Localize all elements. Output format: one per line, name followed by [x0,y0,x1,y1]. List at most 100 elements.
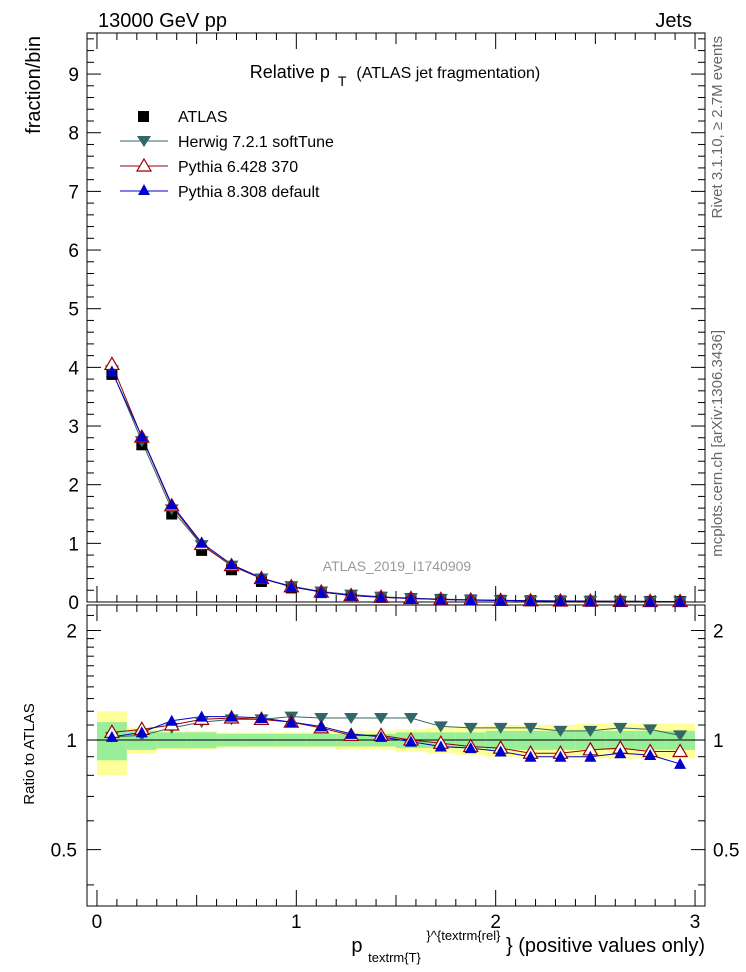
data-point-series-3 [165,498,178,510]
rivet-label: Rivet 3.1.10, ≥ 2.7M events [709,36,726,219]
data-point-series-3 [554,595,567,607]
ratio-y-tick-label: 1 [66,731,77,752]
x-axis-label: p textrm{T} }^{textrm{rel} } (positive v… [351,923,705,967]
ratio-point-series-3 [404,735,417,747]
ratio-point-series-1 [523,722,538,734]
ratio-uncertainty-bands [96,711,696,776]
x-tick-label: 0 [92,912,103,933]
legend-entry-pythia6: Pythia 6.428 370 [120,157,298,176]
ratio-point-series-3 [165,714,178,726]
y-tick-label: 6 [68,241,79,262]
y-tick-label: 9 [68,65,79,86]
data-point-series-3 [315,586,328,598]
ratio-point-series-3 [584,750,597,762]
ratio-point-series-3 [315,720,328,732]
ratio-series-layer [103,709,689,769]
ratio-point-series-3 [554,750,567,762]
data-point-series-3 [225,558,238,570]
ratio-point-series-1 [493,722,508,734]
chart-title-main: Relative p [250,62,330,82]
y-axis-label: fraction/bin [23,36,45,134]
y-tick-label: 3 [68,417,79,438]
analysis-label: ATLAS_2019_I1740909 [323,558,472,574]
ratio-point-series-3 [644,748,657,760]
x-axis-label-main: p [351,935,362,957]
ratio-point-series-1 [433,721,448,733]
x-tick-label: 1 [291,912,302,933]
legend-entry-pythia8: Pythia 8.308 default [120,184,320,201]
ratio-axis-ticks: 0.5 0.5 1 1 2 2 0 1 2 3 [51,605,739,933]
chart-title: Relative p T (ATLAS jet fragmentation) [250,62,540,90]
ratio-point-series-3 [494,745,507,757]
legend-marker-atlas [138,111,149,122]
legend-label-pythia8: Pythia 8.308 default [178,184,320,201]
ratio-point-series-3 [345,727,358,739]
legend-marker-herwig [137,136,151,147]
y-tick-label: 2 [68,476,79,497]
main-axis-ticks: 0 1 2 3 4 5 6 7 8 9 [68,33,705,614]
ratio-point-series-1 [374,712,389,724]
x-tick-label: 2 [490,912,501,933]
y-tick-label: 5 [68,300,79,321]
ratio-point-series-1 [613,722,628,734]
mcplots-label: mcplots.cern.ch [arXiv:1306.3436] [709,330,726,557]
y-tick-label: 1 [68,534,79,555]
chart-title-rest: (ATLAS jet fragmentation) [356,65,540,82]
ratio-line-3 [111,716,681,765]
y-tick-label: 7 [68,182,79,203]
ratio-y-tick-label: 2 [66,621,77,642]
ratio-point-series-3 [255,711,268,723]
ratio-y-tick-label-right: 2 [713,621,724,642]
data-point-series-3 [345,589,358,601]
data-point-series-3 [494,594,507,606]
ratio-y-tick-label-right: 1 [713,731,724,752]
data-point-series-3 [195,536,208,548]
ratio-point-series-3 [105,730,118,742]
data-point-series-3 [584,595,597,607]
data-point-series-3 [434,593,447,605]
y-tick-label: 4 [68,358,79,379]
header-left: 13000 GeV pp [98,10,227,32]
data-point-series-3 [524,594,537,606]
ratio-y-axis-label: Ratio to ATLAS [21,703,38,804]
ratio-y-tick-label: 0.5 [51,841,77,862]
legend-entry-atlas: ATLAS [138,109,228,126]
data-point-series-3 [644,595,657,607]
legend-label-herwig: Herwig 7.2.1 softTune [178,134,334,151]
legend-marker-pythia6 [135,157,153,172]
ratio-point-series-1 [314,712,329,724]
legend-label-pythia6: Pythia 6.428 370 [178,159,298,176]
x-axis-label-sup: }^{textrm{rel} [426,928,501,943]
chart-title-sub: T [338,73,347,89]
data-point-series-3 [404,592,417,604]
ratio-point-series-3 [195,710,208,722]
data-point-series-3 [674,595,687,607]
x-axis-label-rest: } (positive values only) [506,935,705,957]
ratio-point-series-1 [673,730,688,742]
ratio-point-series-1 [643,724,658,736]
data-point-series-3 [255,571,268,583]
data-point-series-3 [135,430,148,442]
data-point-series-3 [375,591,388,603]
main-series-layer [103,356,689,608]
ratio-point-series-2 [672,743,689,758]
x-axis-label-sub: textrm{T} [368,950,421,965]
ratio-point-series-3 [524,750,537,762]
ratio-point-series-3 [135,726,148,738]
ratio-point-series-3 [434,740,447,752]
ratio-point-series-3 [614,747,627,759]
legend-marker-pythia8 [138,184,150,195]
y-tick-label: 8 [68,124,79,145]
data-point-series-3 [614,595,627,607]
ratio-point-series-3 [285,716,298,728]
y-tick-label: 0 [68,593,79,614]
legend: ATLAS Herwig 7.2.1 softTune Pythia 6.428… [120,109,334,201]
ratio-point-series-3 [375,730,388,742]
header-right: Jets [655,10,692,32]
data-point-series-3 [464,594,477,606]
legend-entry-herwig: Herwig 7.2.1 softTune [120,134,334,151]
ratio-point-series-1 [463,722,478,734]
data-point-series-3 [285,580,298,592]
ratio-point-series-3 [225,710,238,722]
